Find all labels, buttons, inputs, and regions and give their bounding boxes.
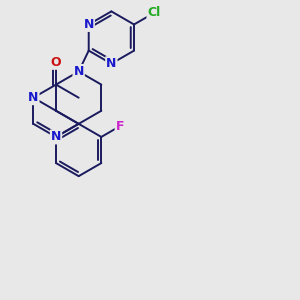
Text: O: O <box>51 56 61 69</box>
Text: Cl: Cl <box>148 6 161 20</box>
Text: N: N <box>28 91 39 104</box>
Text: F: F <box>116 120 124 133</box>
Text: N: N <box>51 130 61 143</box>
Text: N: N <box>83 18 94 31</box>
Text: N: N <box>106 57 116 70</box>
Text: N: N <box>74 65 84 78</box>
